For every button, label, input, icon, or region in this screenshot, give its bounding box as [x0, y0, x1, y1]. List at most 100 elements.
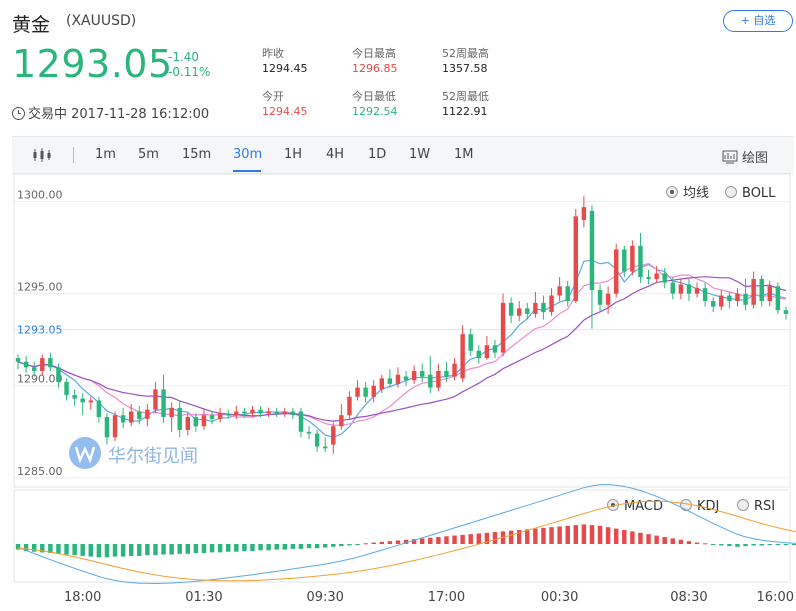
- candle: [306, 426, 312, 440]
- candle-body: [137, 411, 142, 419]
- ma-option[interactable]: 均线: [666, 182, 709, 201]
- ma-option-label: 均线: [683, 186, 710, 201]
- candle: [371, 380, 376, 403]
- draw-button[interactable]: 绘图: [722, 147, 768, 166]
- candle-body: [56, 367, 61, 383]
- candlestick-icon[interactable]: [32, 147, 52, 163]
- candle: [137, 405, 142, 425]
- macd-bar: [56, 544, 61, 554]
- candle-body: [225, 413, 231, 416]
- candle: [557, 277, 562, 302]
- macd-bar: [783, 544, 789, 545]
- candle: [743, 278, 748, 311]
- candle: [500, 293, 506, 357]
- candle-body: [15, 358, 21, 362]
- candle: [630, 240, 635, 276]
- macd-bar: [419, 538, 425, 544]
- macd-bar: [468, 534, 473, 544]
- candle-body: [775, 286, 781, 311]
- candle-body: [597, 289, 603, 305]
- candle-body: [484, 345, 490, 359]
- macd-dea-line: [17, 500, 796, 582]
- candle-body: [694, 288, 700, 294]
- candle-body: [710, 301, 716, 307]
- candle: [419, 363, 425, 383]
- macd-bar: [395, 540, 401, 544]
- candle: [573, 208, 579, 303]
- macd-bar: [743, 544, 748, 547]
- candle: [258, 405, 263, 418]
- prev-close-label: 昨收: [262, 47, 284, 60]
- candle-body: [516, 308, 522, 316]
- candle: [80, 393, 85, 416]
- macd-bar: [80, 544, 85, 556]
- candle-body: [31, 367, 37, 372]
- add-watchlist-button[interactable]: + 自选: [723, 10, 793, 32]
- tab-1w[interactable]: 1W: [409, 147, 431, 162]
- candle: [88, 396, 94, 410]
- candle: [694, 282, 700, 298]
- candle: [508, 297, 514, 324]
- tab-1d[interactable]: 1D: [368, 147, 387, 162]
- candle-body: [153, 389, 158, 410]
- candle: [72, 389, 77, 406]
- macd-bar: [622, 530, 627, 544]
- candle-body: [290, 411, 296, 416]
- tab-15m[interactable]: 15m: [182, 147, 212, 162]
- macd-bar: [751, 544, 756, 546]
- candle-body: [436, 371, 441, 388]
- candle: [775, 282, 781, 314]
- tab-30m[interactable]: 30m: [233, 147, 263, 162]
- candle-body: [452, 363, 457, 377]
- candle: [476, 345, 482, 364]
- candle: [363, 382, 368, 403]
- candle-body: [387, 378, 393, 384]
- candle: [541, 295, 546, 320]
- 52w-high-value: 1357.58: [442, 62, 488, 75]
- candle-body: [371, 385, 376, 397]
- candle: [201, 409, 207, 430]
- candle: [282, 407, 288, 418]
- candle: [525, 302, 530, 320]
- candle-body: [646, 277, 651, 279]
- macd-bar: [104, 544, 110, 558]
- macd-bar: [686, 541, 692, 544]
- candle-body: [533, 302, 538, 314]
- macd-bar: [266, 544, 271, 551]
- day-high-label: 今日最高: [352, 47, 396, 60]
- tab-1h[interactable]: 1H: [284, 147, 303, 162]
- macd-bar: [169, 544, 174, 555]
- main-plot-frame: [13, 173, 791, 488]
- candle: [597, 284, 603, 313]
- rsi-option[interactable]: RSI: [737, 495, 775, 514]
- tab-1m[interactable]: 1m: [95, 147, 116, 162]
- candle: [686, 278, 692, 302]
- candle: [581, 196, 587, 228]
- x-tick-label: 09:30: [306, 590, 343, 605]
- macd-bar: [234, 544, 239, 552]
- candle: [452, 358, 457, 381]
- macd-bar: [589, 525, 595, 544]
- candle: [128, 404, 134, 427]
- candle: [290, 407, 296, 419]
- macd-bar: [476, 533, 482, 544]
- candle-body: [719, 295, 724, 307]
- candle: [589, 205, 595, 329]
- tab-4h[interactable]: 4H: [326, 147, 345, 162]
- y-tick-label: 1295.00: [17, 281, 63, 294]
- candle-body: [670, 282, 676, 294]
- tab-5m[interactable]: 5m: [138, 147, 159, 162]
- instrument-name: 黄金: [12, 14, 51, 36]
- candle: [31, 361, 37, 377]
- macd-bar: [516, 530, 522, 544]
- boll-option[interactable]: BOLL: [725, 182, 775, 201]
- x-tick-label: 08:30: [670, 590, 707, 605]
- macd-bar: [719, 544, 724, 546]
- candle: [153, 382, 158, 414]
- tab-1mo[interactable]: 1M: [454, 147, 474, 162]
- candle-body: [169, 407, 174, 418]
- macd-bar: [201, 544, 207, 554]
- ma20-line: [17, 276, 787, 422]
- candle-body: [193, 417, 199, 427]
- candle-body: [48, 358, 53, 368]
